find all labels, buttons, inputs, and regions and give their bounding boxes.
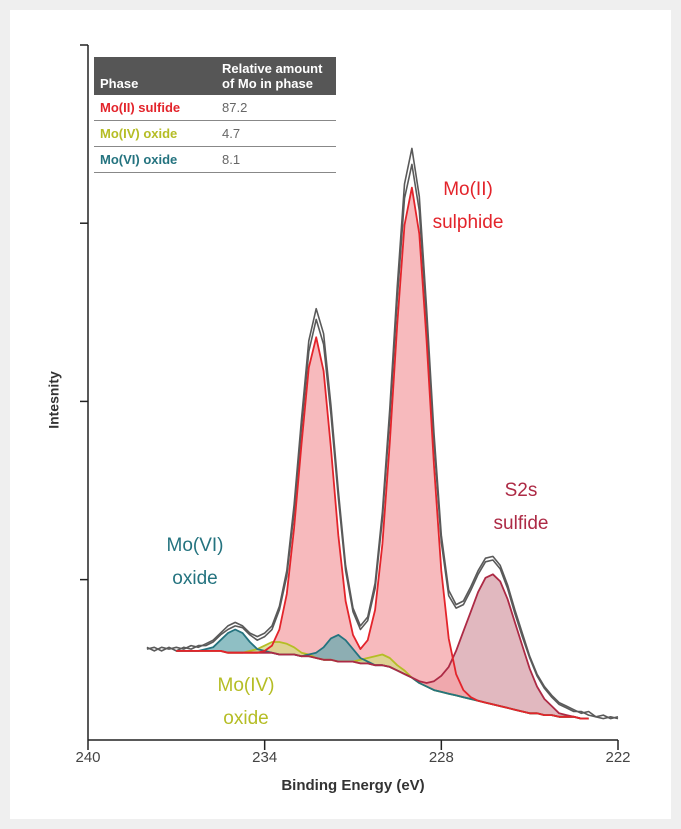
- x-tick-label: 228: [429, 749, 454, 766]
- phase-cell: Mo(VI) oxide: [94, 146, 216, 173]
- measured-line: [146, 163, 619, 720]
- header-cell: Relative amount of Mo in phase: [216, 57, 336, 95]
- amount-cell: 8.1: [216, 146, 336, 173]
- table-header: Phase Relative amount of Mo in phase: [94, 57, 336, 95]
- component-area: [176, 642, 589, 719]
- annotation: S2s: [505, 480, 538, 501]
- amount-cell: 4.7: [216, 120, 336, 147]
- phase-table: Phase Relative amount of Mo in phase Mo(…: [94, 57, 336, 173]
- table-body: Mo(II) sulfide 87.2 Mo(IV) oxide 4.7 Mo(VI) …: [94, 95, 336, 173]
- x-tick-label: 222: [605, 749, 630, 766]
- annotation: sulphide: [433, 212, 504, 233]
- component-line: [176, 186, 589, 720]
- x-tick-label: 240: [75, 749, 100, 766]
- amount-cell: 87.2: [216, 95, 336, 121]
- table-row: Mo(IV) oxide 4.7: [94, 120, 336, 147]
- annotation: sulfide: [494, 513, 549, 534]
- header-cell: Phase: [94, 57, 216, 95]
- phase-cell: Mo(II) sulfide: [94, 95, 216, 121]
- component-area: [176, 187, 589, 719]
- annotation: Mo(II): [443, 179, 493, 200]
- annotation: Mo(VI): [167, 535, 224, 556]
- x-axis-title: Binding Energy (eV): [281, 777, 424, 794]
- annotation: Mo(IV): [218, 675, 275, 696]
- annotation: oxide: [223, 708, 268, 729]
- phase-cell: Mo(IV) oxide: [94, 120, 216, 147]
- annotation: oxide: [172, 568, 217, 589]
- table-row: Mo(VI) oxide 8.1: [94, 146, 336, 173]
- x-tick-label: 234: [252, 749, 277, 766]
- table-row: Mo(II) sulfide 87.2: [94, 95, 336, 121]
- y-axis-title: Intesnity: [46, 371, 62, 429]
- component-area: [176, 574, 589, 719]
